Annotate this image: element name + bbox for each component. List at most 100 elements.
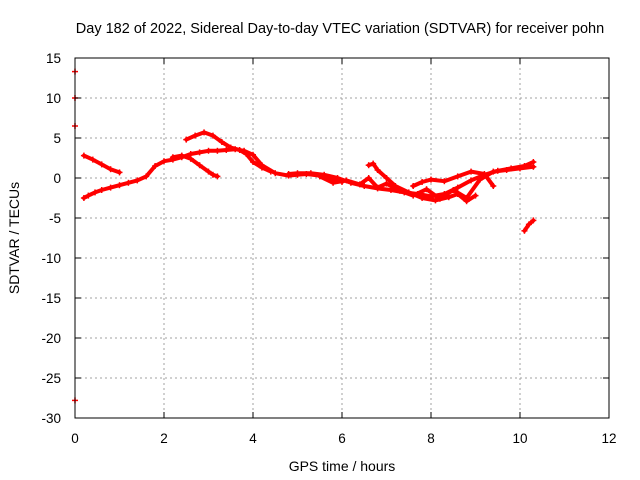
- data-point: [419, 179, 426, 185]
- data-point: [521, 227, 528, 234]
- data-point: [365, 175, 372, 181]
- y-tick-label: -25: [41, 371, 61, 386]
- x-tick-label: 12: [601, 431, 616, 446]
- x-tick-label: 2: [160, 431, 168, 446]
- x-tick-label: 8: [427, 431, 435, 446]
- data-point: [468, 168, 475, 175]
- data-point: [192, 132, 199, 139]
- data-point: [98, 161, 105, 168]
- data-point: [89, 156, 96, 163]
- series-track-b: [80, 152, 123, 176]
- data-point: [236, 147, 243, 153]
- data-point: [530, 163, 537, 170]
- x-tick-label: 10: [512, 431, 527, 446]
- series-track-c: [183, 129, 274, 175]
- data-point: [196, 149, 203, 156]
- data-point: [116, 182, 123, 189]
- data-point: [223, 147, 230, 153]
- data-point: [441, 178, 448, 185]
- data-point: [410, 183, 417, 189]
- y-tick-label: 5: [53, 131, 61, 146]
- data-point: [330, 179, 337, 186]
- data-point: [243, 151, 250, 157]
- series-track-h: [410, 168, 497, 189]
- data-point: [227, 144, 234, 151]
- data-point: [143, 173, 150, 180]
- data-point: [454, 173, 461, 180]
- data-point: [374, 184, 381, 191]
- data-point: [201, 129, 208, 136]
- data-point: [356, 181, 363, 188]
- y-tick-label: -20: [41, 331, 61, 346]
- data-point: [250, 159, 256, 165]
- x-tick-label: 6: [338, 431, 346, 446]
- data-point: [517, 165, 523, 172]
- data-point: [92, 189, 99, 196]
- data-point: [85, 192, 92, 199]
- data-point: [196, 162, 203, 169]
- y-tick-label: 10: [46, 91, 61, 106]
- series-track-g: [365, 160, 479, 205]
- y-tick-label: -15: [41, 291, 61, 306]
- data-point: [419, 195, 426, 201]
- data-point: [214, 173, 221, 180]
- data-point: [468, 177, 475, 184]
- data-point: [267, 168, 274, 175]
- data-point: [490, 168, 497, 175]
- x-axis-label: GPS time / hours: [289, 458, 396, 474]
- y-axis-label: SDTVAR / TECUs: [6, 182, 22, 294]
- data-point: [423, 186, 430, 193]
- data-point: [161, 158, 167, 165]
- y-tick-label: -10: [41, 251, 61, 266]
- data-point: [125, 179, 132, 186]
- data-point: [80, 152, 87, 159]
- chart-title: Day 182 of 2022, Sidereal Day-to-day VTE…: [76, 21, 604, 37]
- data-point: [383, 180, 390, 187]
- data-point: [183, 136, 190, 143]
- data-point: [454, 184, 461, 191]
- data-point: [472, 192, 479, 199]
- data-point: [481, 171, 488, 177]
- data-point: [205, 147, 212, 154]
- data-point: [294, 170, 301, 177]
- data-point: [250, 151, 256, 158]
- x-tick-label: 4: [249, 431, 257, 446]
- series-track-d: [169, 152, 221, 180]
- data-point: [383, 175, 390, 181]
- data-point: [343, 177, 350, 184]
- data-point: [178, 152, 185, 159]
- tick-labels: 0 2 4 6 8 10 12 15 10 5 0 -5 -10 -15 -20 -25 -30: [41, 51, 616, 446]
- data-point: [214, 147, 221, 154]
- data-point: [530, 217, 537, 224]
- data-point: [152, 163, 159, 169]
- data-point: [209, 171, 216, 178]
- ticks: [74, 57, 610, 419]
- x-tick-label: 0: [71, 431, 79, 446]
- data-point: [525, 221, 532, 228]
- data-point: [365, 162, 372, 169]
- data-point: [490, 183, 497, 189]
- data-point: [392, 183, 399, 189]
- data-point: [307, 170, 314, 177]
- y-tick-label: -5: [49, 211, 61, 226]
- data-point: [454, 191, 461, 197]
- grid: [75, 58, 609, 418]
- data-point: [187, 155, 194, 162]
- y-tick-label: 15: [46, 51, 61, 66]
- data-point: [116, 169, 123, 176]
- data-point: [107, 166, 114, 173]
- data-point: [134, 177, 141, 184]
- data-point: [98, 187, 105, 193]
- data-point: [205, 168, 212, 175]
- data-point: [503, 167, 510, 173]
- data-point: [445, 194, 452, 201]
- data-point: [428, 176, 434, 183]
- data-point: [361, 183, 368, 189]
- data-point: [374, 167, 381, 173]
- data-point: [405, 189, 412, 196]
- data-point: [169, 154, 176, 161]
- data-point: [209, 132, 216, 139]
- data-point: [272, 170, 279, 177]
- data-point: [80, 195, 87, 201]
